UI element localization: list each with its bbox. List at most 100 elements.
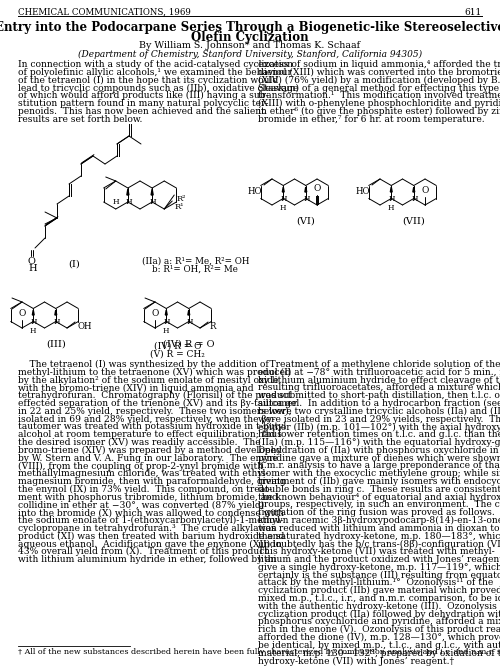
Text: H: H: [163, 327, 170, 335]
Text: (XIII) with o-phenylene phosphochloridite and pyridine: (XIII) with o-phenylene phosphochloridit…: [258, 99, 500, 108]
Text: (IIa) (m.p. 115—116°) with the equatorial hydroxy-group.: (IIa) (m.p. 115—116°) with the equatoria…: [258, 438, 500, 447]
Text: H: H: [186, 318, 193, 326]
Text: methallylmagnesium chloride, was treated with ethyl-: methallylmagnesium chloride, was treated…: [18, 469, 268, 478]
Text: enol (I) at −78° with trifluoroacetic acid for 5 min., followed: enol (I) at −78° with trifluoroacetic ac…: [258, 368, 500, 377]
Text: treatment of (IIb) gave mainly isomers with endocyclic: treatment of (IIb) gave mainly isomers w…: [258, 477, 500, 486]
Text: by W. Stern and V. A. Fung in our laboratory.  The enyne: by W. Stern and V. A. Fung in our labora…: [18, 454, 278, 462]
Text: CHEMICAL COMMUNICATIONS, 1969: CHEMICAL COMMUNICATIONS, 1969: [18, 8, 191, 17]
Text: The tetraenol (I) was synthesized by the addition of: The tetraenol (I) was synthesized by the…: [18, 360, 269, 369]
Text: tetrahydrofuran.  Chromatography (Florisil) of the product: tetrahydrofuran. Chromatography (Florisi…: [18, 391, 291, 401]
Text: H: H: [54, 318, 60, 326]
Text: resulting trifluoroacetates, afforded a mixture which: resulting trifluoroacetates, afforded a …: [258, 384, 500, 392]
Text: (IV) R = O: (IV) R = O: [154, 342, 202, 351]
Text: undoubtedly has the b/c trans-(8β)-configuration (VII).⁸: undoubtedly has the b/c trans-(8β)-confi…: [258, 540, 500, 548]
Text: epimer (IIb) (m.p. 101—102°) with the axial hydroxy-group: epimer (IIb) (m.p. 101—102°) with the ax…: [258, 423, 500, 431]
Text: effected separation of the trienone (XV) and its βy-tautomer: effected separation of the trienone (XV)…: [18, 399, 297, 408]
Polygon shape: [166, 310, 167, 315]
Text: was submitted to short-path distillation, then t.l.c. on: was submitted to short-path distillation…: [258, 391, 500, 401]
Text: (Department of Chemistry, Stanford University, Stanford, California 94305): (Department of Chemistry, Stanford Unive…: [78, 50, 422, 59]
Text: the sodium enolate of 1-(ethoxycarbonylacetyl)-1-methyl-: the sodium enolate of 1-(ethoxycarbonyla…: [18, 516, 283, 525]
Text: n.m.r. analysis to have a large preponderance of that: n.m.r. analysis to have a large preponde…: [258, 462, 500, 470]
Text: ment with phosphorus tribromide, lithium bromide, and: ment with phosphorus tribromide, lithium…: [18, 493, 278, 501]
Text: O: O: [18, 309, 26, 318]
Text: H: H: [412, 195, 418, 203]
Text: tautomer was treated with potassium hydroxide in t-butyl: tautomer was treated with potassium hydr…: [18, 423, 286, 431]
Text: Dehydration of (IIa) with phosphorus oxychloride in: Dehydration of (IIa) with phosphorus oxy…: [258, 446, 498, 455]
Text: H: H: [164, 318, 170, 326]
Text: the enynol (IX) in 73% yield.  This compound, on treat-: the enynol (IX) in 73% yield. This compo…: [18, 485, 272, 494]
Text: be identical, by mixed m.p., t.l.c., and g.l.c., with authentic: be identical, by mixed m.p., t.l.c., and…: [258, 641, 500, 650]
Text: H: H: [112, 198, 119, 206]
Text: HO: HO: [248, 187, 262, 196]
Text: the saturated hydroxy-ketone, m.p. 180—183°, which: the saturated hydroxy-ketone, m.p. 180—1…: [258, 532, 500, 540]
Text: isomer with the exocyclic methylene group; while similar: isomer with the exocyclic methylene grou…: [258, 469, 500, 478]
Text: excess of sodium in liquid ammonia,⁴ afforded the trans-: excess of sodium in liquid ammonia,⁴ aff…: [258, 60, 500, 69]
Text: known racemic 3β-hydroxypodocarp-8(14)-en-13-one (VI)⁷: known racemic 3β-hydroxypodocarp-8(14)-e…: [258, 516, 500, 525]
Text: In connection with a study of the acid-catalysed cyclization: In connection with a study of the acid-c…: [18, 60, 293, 69]
Text: was reduced with lithium and ammonia in dioxan to give: was reduced with lithium and ammonia in …: [258, 523, 500, 533]
Text: H: H: [280, 204, 286, 212]
Text: 43% overall yield from (X).  Treatment of this product: 43% overall yield from (X). Treatment of…: [18, 547, 268, 556]
Text: collidine in ether at −30°, was converted (87% yield): collidine in ether at −30°, was converte…: [18, 501, 264, 509]
Text: 611: 611: [465, 8, 482, 17]
Text: bromide in ether,⁷ for 6 hr. at room temperature.: bromide in ether,⁷ for 6 hr. at room tem…: [258, 115, 484, 124]
Text: the desired isomer (XV) was readily accessible.  The: the desired isomer (XV) was readily acce…: [18, 438, 260, 447]
Text: results are set forth below.: results are set forth below.: [18, 115, 142, 124]
Text: (I): (I): [68, 260, 80, 269]
Text: Staskun) of a general method for effecting this type of: Staskun) of a general method for effecti…: [258, 83, 500, 93]
Text: (VII): (VII): [402, 217, 425, 226]
Text: (IV) R = O: (IV) R = O: [163, 340, 214, 349]
Text: into the bromide (X) which was allowed to condense with: into the bromide (X) which was allowed t…: [18, 508, 284, 517]
Polygon shape: [151, 189, 153, 195]
Text: of which would afford products like (III) having a sub-: of which would afford products like (III…: [18, 91, 268, 100]
Text: phosphorus oxychloride and pyridine, afforded a mixture,: phosphorus oxychloride and pyridine, aff…: [258, 618, 500, 626]
Text: isolated in 69 and 28% yield, respectively, when the βy-: isolated in 69 and 28% yield, respective…: [18, 415, 275, 423]
Text: give a single hydroxy-ketone, m.p. 117—119°, which most: give a single hydroxy-ketone, m.p. 117—1…: [258, 562, 500, 572]
Text: H: H: [126, 198, 132, 206]
Text: hydroxy-ketone (VII) with Jones’ reagent.†: hydroxy-ketone (VII) with Jones’ reagent…: [258, 657, 454, 665]
Polygon shape: [127, 189, 129, 195]
Polygon shape: [32, 310, 34, 315]
Text: figuration of the ring fusion was proved as follows.  The: figuration of the ring fusion was proved…: [258, 508, 500, 517]
Text: double bonds in ring c.  These results are consistent with: double bonds in ring c. These results ar…: [258, 485, 500, 494]
Text: silica gel.  In addition to a hydrocarbon fraction (see: silica gel. In addition to a hydrocarbon…: [258, 399, 500, 408]
Text: H: H: [388, 204, 394, 212]
Text: certainly is the substance (III) resulting from equatorial: certainly is the substance (III) resulti…: [258, 571, 500, 580]
Text: rich in the enone (V).  Ozonolysis of this product readily: rich in the enone (V). Ozonolysis of thi…: [258, 625, 500, 634]
Text: lead to tricyclic compounds such as (IIb), oxidative cleavage: lead to tricyclic compounds such as (IIb…: [18, 83, 298, 93]
Text: bromo-triene (XIV) was prepared by a method developed: bromo-triene (XIV) was prepared by a met…: [18, 446, 282, 455]
Text: H: H: [28, 264, 36, 273]
Text: stitution pattern found in many natural polycyclic ter-: stitution pattern found in many natural …: [18, 99, 268, 108]
Text: (IIa) a: R¹= Me, R²= OH: (IIa) a: R¹= Me, R²= OH: [142, 257, 250, 266]
Text: cyclization product (IIa) followed by dehydration with: cyclization product (IIa) followed by de…: [258, 610, 500, 619]
Text: H: H: [281, 195, 287, 203]
Text: Olefin Cyclization: Olefin Cyclization: [191, 31, 309, 44]
Text: (VIII), from the coupling of prop-2-ynyl bromide with: (VIII), from the coupling of prop-2-ynyl…: [18, 462, 263, 470]
Polygon shape: [55, 310, 56, 315]
Text: O: O: [152, 309, 158, 318]
Text: R¹: R¹: [174, 203, 184, 211]
Text: had lower retention times on t.l.c. and g.l.c. than the isomer: had lower retention times on t.l.c. and …: [258, 430, 500, 439]
Text: in ether⁶ (to give the phosphite ester) followed by zinc: in ether⁶ (to give the phosphite ester) …: [258, 107, 500, 116]
Text: with lithium aluminium hydride in ether, followed by an: with lithium aluminium hydride in ether,…: [18, 555, 276, 564]
Text: (VI): (VI): [296, 217, 315, 226]
Text: the known behaviour⁴ of equatorial and axial hydroxy-: the known behaviour⁴ of equatorial and a…: [258, 493, 500, 501]
Text: mixed m.p., t.l.c., i.r., and n.m.r. comparison, to be identical: mixed m.p., t.l.c., i.r., and n.m.r. com…: [258, 594, 500, 603]
Text: Entry into the Podocarpane Series Through a Biogenetic-like Stereoselective: Entry into the Podocarpane Series Throug…: [0, 21, 500, 34]
Text: b: R¹= OH, R²= Me: b: R¹= OH, R²= Me: [152, 265, 238, 274]
Text: with the bromo-triene (XIV) in liquid ammonia and: with the bromo-triene (XIV) in liquid am…: [18, 384, 254, 392]
Text: of the tetraenol (I) in the hope that its cyclization would: of the tetraenol (I) in the hope that it…: [18, 76, 278, 85]
Text: HO: HO: [356, 187, 370, 196]
Text: alcohol at room temperature to effect equilibration; thus: alcohol at room temperature to effect eq…: [18, 430, 282, 439]
Text: in 22 and 25% yield, respectively.  These two isomers were: in 22 and 25% yield, respectively. These…: [18, 407, 291, 416]
Polygon shape: [390, 187, 392, 192]
Text: R: R: [210, 322, 216, 331]
Text: aqueous ethanol.  Acidification gave the enynone (XII) in: aqueous ethanol. Acidification gave the …: [18, 540, 282, 548]
Text: † All of the new substances described herein have been fully characterized by co: † All of the new substances described he…: [18, 648, 500, 656]
Text: cyclopropane in tetrahydrofuran.³  The crude alkylation: cyclopropane in tetrahydrofuran.³ The cr…: [18, 523, 277, 533]
Text: material, m.p. 130—132°, prepared by oxidation of the: material, m.p. 130—132°, prepared by oxi…: [258, 648, 500, 658]
Text: product (XI) was then treated with barium hydroxide and: product (XI) was then treated with bariu…: [18, 532, 284, 541]
Text: (XIV) (76% yield) by a modification (developed by B.: (XIV) (76% yield) by a modification (dev…: [258, 76, 500, 85]
Text: (III): (III): [46, 340, 66, 349]
Text: cyclization product (IIb) gave material which proved, by: cyclization product (IIb) gave material …: [258, 586, 500, 595]
